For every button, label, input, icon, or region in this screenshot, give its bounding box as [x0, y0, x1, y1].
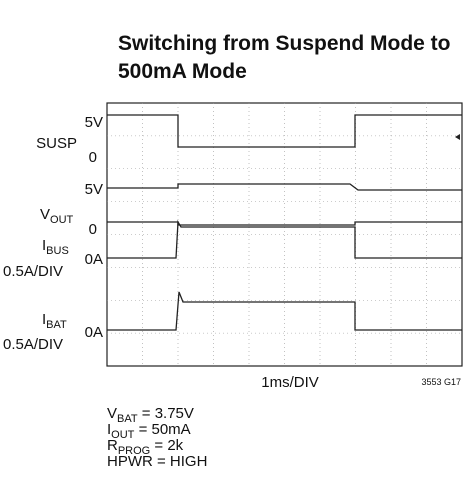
condition-main: HPWR = HIGH: [107, 453, 207, 470]
condition-main: R: [107, 437, 118, 454]
title-line: Switching from Suspend Mode to: [118, 32, 451, 55]
channel-scale: 0.5A/DIV: [3, 336, 63, 353]
condition-sub: PROG: [118, 445, 150, 457]
channel-label: SUSP: [36, 135, 77, 152]
condition-rest: = 3.75V: [138, 405, 194, 422]
condition-main: V: [107, 405, 117, 422]
condition-sub: BAT: [117, 413, 138, 425]
label-sub: BAT: [46, 319, 67, 331]
trigger-marker: [455, 134, 460, 140]
level-label: 5V: [85, 181, 103, 198]
condition: VBAT = 3.75V: [107, 405, 194, 425]
channel-label: IBUS: [42, 237, 69, 257]
channel-scale: 0.5A/DIV: [3, 263, 63, 280]
level-label: 0: [89, 221, 97, 238]
condition-rest: = 2k: [150, 437, 183, 454]
vout-trace: [107, 183, 462, 191]
susp-trace: [107, 114, 462, 148]
timebase-label: 1ms/DIV: [261, 374, 319, 391]
vout-zero-trace: [107, 221, 462, 226]
level-label: 5V: [85, 114, 103, 131]
channel-label: VOUT: [40, 206, 74, 226]
condition-rest: = 50mA: [134, 421, 190, 438]
scope-frame: [106, 102, 463, 367]
label-sub: OUT: [50, 214, 74, 226]
scope-screen: [106, 102, 463, 367]
title-line: 500mA Mode: [118, 60, 247, 83]
label-sub: BUS: [46, 245, 69, 257]
condition: RPROG = 2k: [107, 437, 184, 457]
level-label: 0A: [85, 324, 103, 341]
grid: [107, 103, 462, 366]
ibat-trace: [107, 291, 462, 331]
label-main: V: [40, 206, 50, 223]
condition: HPWR = HIGH: [107, 453, 207, 470]
ibus-trace: [107, 219, 462, 259]
level-label: 0A: [85, 251, 103, 268]
condition-main: I: [107, 421, 111, 438]
figure-id: 3553 G17: [421, 377, 461, 387]
label-main: I: [42, 237, 46, 254]
label-main: I: [42, 311, 46, 328]
condition: IOUT = 50mA: [107, 421, 191, 441]
level-label: 0: [89, 149, 97, 166]
channel-label: IBAT: [42, 311, 67, 331]
condition-sub: OUT: [111, 429, 135, 441]
